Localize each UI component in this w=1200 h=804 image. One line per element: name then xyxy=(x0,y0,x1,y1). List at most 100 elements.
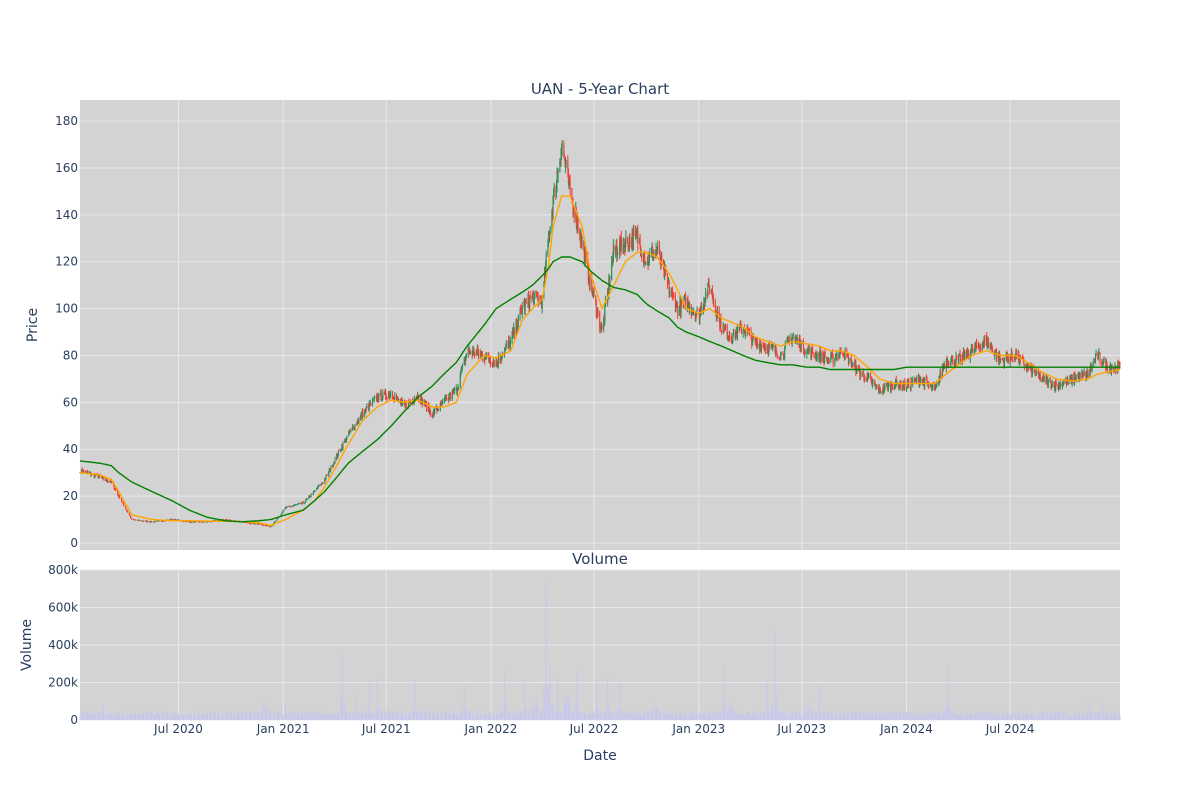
volume-bar xyxy=(1079,713,1081,720)
candle-body xyxy=(716,315,718,317)
candle-body xyxy=(532,294,534,296)
candle-body xyxy=(1041,378,1043,381)
candle-body xyxy=(537,298,539,304)
volume-bar xyxy=(966,711,968,720)
volume-bar xyxy=(890,710,892,720)
volume-bar xyxy=(720,713,722,720)
volume-bar xyxy=(133,714,135,720)
candle-body xyxy=(226,519,228,521)
volume-bar xyxy=(856,714,858,720)
candle-body xyxy=(854,363,856,366)
candle-body xyxy=(875,385,877,387)
candle-body xyxy=(804,351,806,354)
candle-body xyxy=(1083,373,1085,375)
candle-body xyxy=(436,409,438,411)
candle-body xyxy=(974,345,976,349)
candle-body xyxy=(258,523,260,525)
candle-body xyxy=(798,338,800,345)
candle-body xyxy=(827,357,829,361)
candle-body xyxy=(612,258,614,264)
volume-bar xyxy=(440,711,442,720)
volume-bar xyxy=(836,715,838,720)
candle-body xyxy=(858,365,860,368)
candle-body xyxy=(854,362,856,366)
volume-bar xyxy=(1005,716,1007,720)
candle-body xyxy=(633,232,635,236)
volume-bar xyxy=(1014,713,1016,720)
volume-bar xyxy=(269,711,271,720)
volume-bar xyxy=(233,711,235,720)
candle-body xyxy=(803,341,805,351)
candle-body xyxy=(767,345,769,352)
candle-body xyxy=(529,296,531,300)
volume-bar xyxy=(852,711,854,720)
volume-bar xyxy=(305,713,307,720)
volume-bar xyxy=(947,701,949,720)
candle-body xyxy=(516,320,518,332)
candle-body xyxy=(631,242,633,248)
candle-body xyxy=(250,523,252,525)
moving-average-lines xyxy=(79,195,1121,527)
volume-bar xyxy=(370,711,372,720)
volume-bar xyxy=(751,715,753,720)
candle-body xyxy=(551,213,553,227)
candle-body xyxy=(444,398,446,400)
volume-bar xyxy=(902,713,904,720)
volume-bar xyxy=(779,711,781,720)
candle-body xyxy=(583,240,585,247)
volume-bar xyxy=(933,712,935,720)
volume-bar xyxy=(162,716,164,720)
candle-body xyxy=(1113,367,1115,370)
candle-body xyxy=(300,503,302,504)
candle-body xyxy=(328,469,330,472)
candle-body xyxy=(169,519,171,521)
volume-bar xyxy=(982,712,984,720)
volume-bar xyxy=(142,713,144,720)
candle-body xyxy=(954,361,956,366)
candle-body xyxy=(533,294,535,305)
candle-body xyxy=(616,245,618,256)
volume-bar xyxy=(400,712,402,720)
volume-bar xyxy=(983,717,985,720)
volume-bar xyxy=(308,713,310,720)
volume-bar xyxy=(349,716,351,720)
candle-body xyxy=(965,351,967,359)
volume-bar xyxy=(265,706,267,720)
volume-bar xyxy=(313,713,315,720)
volume-bar xyxy=(86,712,88,720)
volume-bar xyxy=(971,713,973,720)
candle-body xyxy=(1027,364,1029,366)
candle-body xyxy=(672,292,674,294)
volume-bar xyxy=(126,716,128,720)
candle-body xyxy=(162,520,164,522)
volume-bar xyxy=(463,686,465,720)
volume-bar xyxy=(93,713,95,720)
volume-bar xyxy=(974,711,976,720)
volume-bar xyxy=(1063,711,1065,720)
volume-bar xyxy=(82,711,84,720)
volume-bar xyxy=(505,710,507,720)
candle-body xyxy=(353,429,355,430)
volume-bar xyxy=(557,707,559,720)
candle-body xyxy=(508,340,510,346)
candle-body xyxy=(984,339,986,343)
candle-body xyxy=(918,377,920,385)
candle-body xyxy=(788,338,790,341)
volume-bar xyxy=(588,713,590,720)
candle-body xyxy=(504,349,506,355)
volume-bar xyxy=(416,710,418,720)
candle-body xyxy=(613,245,615,251)
candle-body xyxy=(98,476,100,479)
volume-bar xyxy=(541,708,543,720)
candle-body xyxy=(308,496,310,499)
candle-body xyxy=(1038,375,1040,377)
candle-body xyxy=(644,255,646,264)
candle-body xyxy=(983,339,985,345)
candle-body xyxy=(392,396,394,399)
candle-body xyxy=(461,365,463,371)
volume-bar xyxy=(690,713,692,720)
candle-body xyxy=(953,363,955,366)
volume-bar xyxy=(464,713,466,720)
volume-bar xyxy=(567,705,569,720)
candle-body xyxy=(867,376,869,378)
